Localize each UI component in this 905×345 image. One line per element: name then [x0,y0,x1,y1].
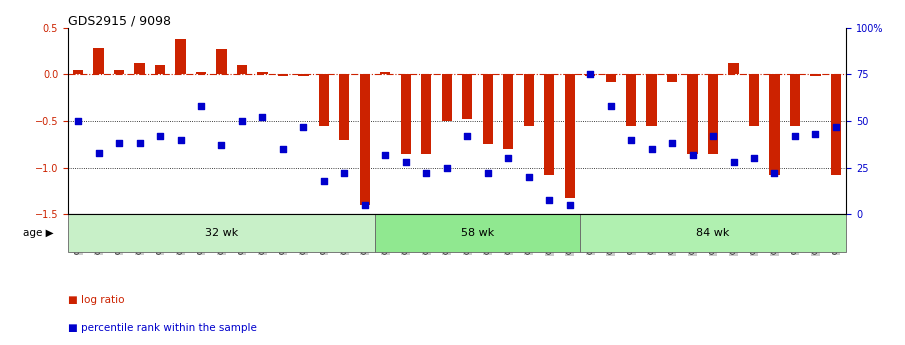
Bar [68,215,375,252]
Bar [790,74,800,126]
Point [378,152,393,157]
Text: 32 wk: 32 wk [205,228,238,238]
Point [194,103,208,109]
Bar [421,74,432,154]
Point [747,156,761,161]
Bar [155,65,165,74]
Text: ■ percentile rank within the sample: ■ percentile rank within the sample [68,323,257,333]
Bar [339,74,349,140]
Bar [93,48,104,74]
Point [112,141,127,146]
Bar [503,74,513,149]
Bar [401,74,411,154]
Bar [237,65,247,74]
Point [440,165,454,170]
Point [604,103,618,109]
Bar [278,74,288,76]
Bar [195,71,206,74]
Text: age ▶: age ▶ [23,228,53,238]
Point [460,133,474,139]
Point [624,137,638,142]
Bar [769,74,779,175]
Point [583,71,597,77]
Bar [462,74,472,119]
Bar [73,70,83,74]
Point [727,159,741,165]
Bar [375,215,580,252]
Point [562,203,576,208]
Text: GDS2915 / 9098: GDS2915 / 9098 [68,14,171,28]
Bar [299,74,309,76]
Bar [565,74,575,198]
Point [829,124,843,129]
Bar [360,74,370,205]
Point [542,197,557,202]
Text: 58 wk: 58 wk [461,228,494,238]
Bar [749,74,759,126]
Point [91,150,106,156]
Bar [216,49,226,74]
Bar [810,74,821,76]
Point [706,133,720,139]
Text: ■ log ratio: ■ log ratio [68,295,124,305]
Point [481,171,495,176]
Point [132,141,147,146]
Point [665,141,680,146]
Point [214,142,229,148]
Bar [688,74,698,154]
Point [767,171,782,176]
Point [521,174,536,180]
Point [357,203,372,208]
Point [276,146,291,152]
Point [234,118,249,124]
Bar [380,71,390,74]
Point [296,124,310,129]
Bar [482,74,493,145]
Bar [319,74,329,126]
Bar [176,39,186,74]
Bar [524,74,534,126]
Bar [729,63,738,74]
Point [173,137,187,142]
Point [644,146,659,152]
Point [398,159,413,165]
Point [787,133,802,139]
Point [153,133,167,139]
Bar [585,74,595,76]
Bar [708,74,719,154]
Bar [667,74,677,82]
Point [338,171,352,176]
Point [419,171,433,176]
Point [808,131,823,137]
Point [317,178,331,184]
Bar [114,70,124,74]
Point [685,152,700,157]
Bar [135,63,145,74]
Point [71,118,85,124]
Bar [626,74,636,126]
Bar [442,74,452,121]
Bar [580,215,846,252]
Bar [605,74,615,82]
Point [255,115,270,120]
Point [501,156,516,161]
Bar [646,74,657,126]
Bar [544,74,554,175]
Text: 84 wk: 84 wk [696,228,729,238]
Bar [257,72,268,74]
Bar [831,74,841,175]
